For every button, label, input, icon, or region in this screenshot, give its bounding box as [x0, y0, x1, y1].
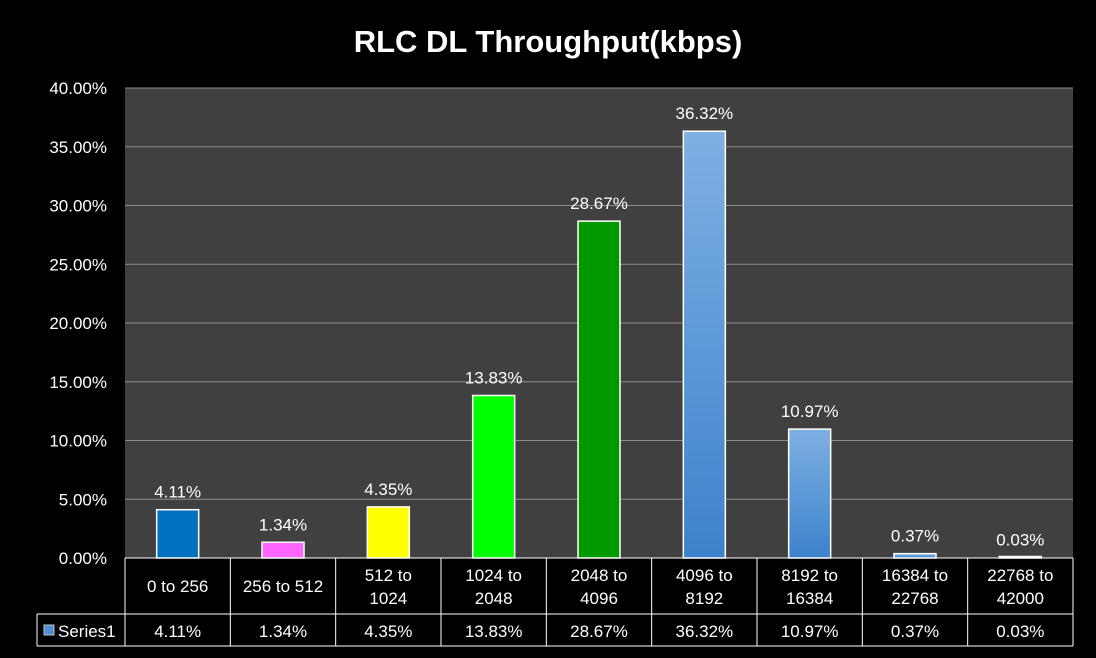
table-value: 0.03% [996, 622, 1044, 641]
x-tick-label: 8192 to 16384 [781, 566, 838, 608]
x-tick-label: 16384 to 22768 [882, 566, 948, 608]
x-tick-label: 22768 to 42000 [987, 566, 1053, 608]
data-label: 10.97% [781, 402, 839, 421]
data-label: 28.67% [570, 194, 628, 213]
bar [471, 394, 516, 559]
data-label: 4.35% [364, 480, 412, 499]
y-tick-label: 35.00% [49, 138, 107, 157]
y-tick-label: 40.00% [49, 79, 107, 98]
x-tick-label: 4096 to 8192 [676, 566, 733, 608]
data-label: 36.32% [675, 104, 733, 123]
data-table: 0 to 256 4.11% 256 to 512 1.34% 512 to 1024 4.… [36, 557, 1074, 647]
bar [155, 508, 200, 559]
y-tick-label: 25.00% [49, 255, 107, 274]
legend-label: Series1 [58, 622, 116, 641]
bar [366, 506, 411, 559]
table-value: 4.35% [364, 622, 412, 641]
data-label: 1.34% [259, 515, 307, 534]
x-tick-label: 0 to 256 [147, 577, 208, 596]
y-tick-label: 10.00% [49, 432, 107, 451]
x-tick-label: 1024 to 2048 [465, 566, 522, 608]
table-value: 1.34% [259, 622, 307, 641]
y-tick-label: 5.00% [59, 490, 107, 509]
table-value: 4.11% [154, 622, 201, 641]
bar [682, 130, 727, 559]
x-tick-label: 2048 to 4096 [571, 566, 628, 608]
x-tick-label: 256 to 512 [243, 577, 323, 596]
bars [155, 130, 1043, 559]
table-value: 13.83% [465, 622, 523, 641]
bar [893, 552, 937, 559]
data-labels: 4.11% 1.34% 4.35% 13.83% 28.67% 36.32% 10.97% 0… [154, 104, 1044, 549]
table-value: 28.67% [570, 622, 628, 641]
bar [577, 220, 621, 559]
bar [261, 541, 305, 559]
y-tick-label: 0.00% [59, 549, 107, 568]
table-value: 10.97% [781, 622, 839, 641]
legend-key [43, 624, 55, 636]
y-tick-label: 30.00% [49, 197, 107, 216]
data-label: 13.83% [465, 368, 523, 387]
x-tick-label: 512 to 1024 [365, 566, 412, 608]
data-label: 4.11% [154, 483, 201, 502]
y-tick-label: 15.00% [49, 373, 107, 392]
table-value: 0.37% [891, 622, 939, 641]
y-axis-ticks: 0.00% 5.00% 10.00% 15.00% 20.00% 25.00% 30.00%… [49, 79, 107, 568]
y-tick-label: 20.00% [49, 314, 107, 333]
chart-title: RLC DL Throughput(kbps) [354, 24, 743, 59]
data-label: 0.37% [891, 527, 939, 546]
data-label: 0.03% [996, 531, 1044, 550]
table-value: 36.32% [675, 622, 733, 641]
bar [787, 428, 832, 559]
